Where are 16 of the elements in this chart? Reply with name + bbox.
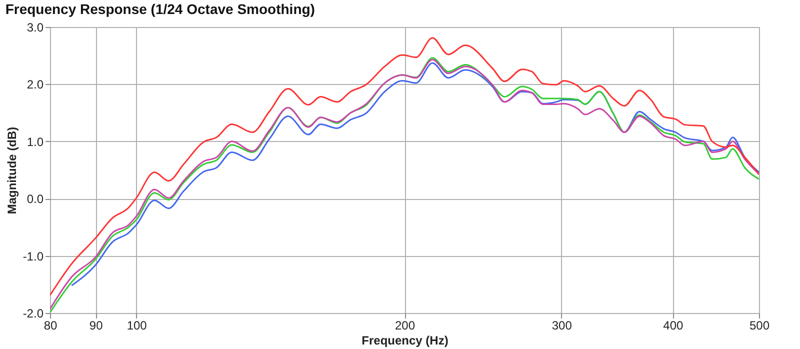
chart-title: Frequency Response (1/24 Octave Smoothing)	[5, 1, 315, 17]
x-tick-label: 100	[126, 318, 148, 332]
x-tick-label: 400	[663, 318, 684, 332]
x-tick-label: 90	[89, 318, 104, 332]
y-axis-title: Magnitude (dB)	[4, 126, 19, 214]
y-tick-label: 0.0	[26, 192, 44, 206]
x-tick-label: 80	[44, 318, 58, 332]
x-tick-label: 500	[749, 318, 770, 332]
x-tick-label: 200	[394, 318, 416, 332]
y-tick-label: -2.0	[22, 306, 44, 320]
y-tick-label: 2.0	[26, 78, 44, 92]
y-tick-label: 3.0	[26, 20, 44, 34]
x-tick-label: 300	[552, 318, 572, 332]
y-tick-label: 1.0	[26, 134, 44, 149]
y-tick-label: -1.0	[22, 249, 44, 264]
x-axis-title: Frequency (Hz)	[362, 334, 448, 348]
